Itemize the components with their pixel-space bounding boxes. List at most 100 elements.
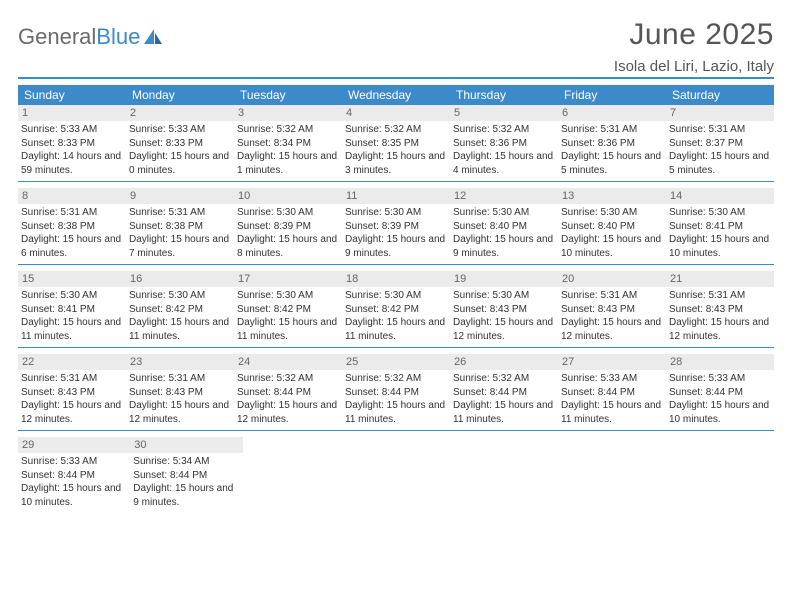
day-details: Sunrise: 5:34 AMSunset: 8:44 PMDaylight:…: [133, 455, 239, 509]
day-details: Sunrise: 5:30 AMSunset: 8:43 PMDaylight:…: [453, 289, 555, 343]
sunset-text: Sunset: 8:38 PM: [21, 220, 123, 234]
day-details: Sunrise: 5:31 AMSunset: 8:43 PMDaylight:…: [21, 372, 123, 426]
day-cell: 16Sunrise: 5:30 AMSunset: 8:42 PMDayligh…: [126, 271, 234, 347]
header: GeneralBlue June 2025: [18, 18, 774, 52]
daylight-text: Daylight: 15 hours and 10 minutes.: [669, 399, 771, 426]
sunrise-text: Sunrise: 5:34 AM: [133, 455, 239, 469]
sunrise-text: Sunrise: 5:31 AM: [669, 123, 771, 137]
day-number: 26: [450, 354, 558, 370]
day-number: 25: [342, 354, 450, 370]
day-number: 16: [126, 271, 234, 287]
sunrise-text: Sunrise: 5:30 AM: [453, 206, 555, 220]
sunrise-text: Sunrise: 5:31 AM: [129, 206, 231, 220]
day-cell: 20Sunrise: 5:31 AMSunset: 8:43 PMDayligh…: [558, 271, 666, 347]
daylight-text: Daylight: 15 hours and 10 minutes.: [21, 482, 127, 509]
day-number: 28: [666, 354, 774, 370]
day-cell: 2Sunrise: 5:33 AMSunset: 8:33 PMDaylight…: [126, 105, 234, 181]
day-number: 4: [342, 105, 450, 121]
sunset-text: Sunset: 8:40 PM: [453, 220, 555, 234]
daylight-text: Daylight: 15 hours and 11 minutes.: [237, 316, 339, 343]
day-cell: 3Sunrise: 5:32 AMSunset: 8:34 PMDaylight…: [234, 105, 342, 181]
day-details: Sunrise: 5:30 AMSunset: 8:39 PMDaylight:…: [237, 206, 339, 260]
sunrise-text: Sunrise: 5:30 AM: [129, 289, 231, 303]
day-details: Sunrise: 5:33 AMSunset: 8:33 PMDaylight:…: [129, 123, 231, 177]
day-cell: 6Sunrise: 5:31 AMSunset: 8:36 PMDaylight…: [558, 105, 666, 181]
dow-monday: Monday: [126, 85, 234, 105]
daylight-text: Daylight: 15 hours and 1 minutes.: [237, 150, 339, 177]
day-cell: 7Sunrise: 5:31 AMSunset: 8:37 PMDaylight…: [666, 105, 774, 181]
sunset-text: Sunset: 8:38 PM: [129, 220, 231, 234]
month-title: June 2025: [629, 18, 774, 52]
sunset-text: Sunset: 8:33 PM: [129, 137, 231, 151]
day-cell: 5Sunrise: 5:32 AMSunset: 8:36 PMDaylight…: [450, 105, 558, 181]
daylight-text: Daylight: 14 hours and 59 minutes.: [21, 150, 123, 177]
daylight-text: Daylight: 15 hours and 12 minutes.: [453, 316, 555, 343]
sunset-text: Sunset: 8:44 PM: [345, 386, 447, 400]
sunset-text: Sunset: 8:44 PM: [133, 469, 239, 483]
sunset-text: Sunset: 8:35 PM: [345, 137, 447, 151]
day-details: Sunrise: 5:30 AMSunset: 8:41 PMDaylight:…: [669, 206, 771, 260]
brand-part2: Blue: [96, 24, 140, 50]
sunrise-text: Sunrise: 5:30 AM: [453, 289, 555, 303]
sunset-text: Sunset: 8:44 PM: [237, 386, 339, 400]
dow-sunday: Sunday: [18, 85, 126, 105]
day-number: 11: [342, 188, 450, 204]
day-cell: 10Sunrise: 5:30 AMSunset: 8:39 PMDayligh…: [234, 188, 342, 264]
daylight-text: Daylight: 15 hours and 12 minutes.: [237, 399, 339, 426]
sunrise-text: Sunrise: 5:31 AM: [669, 289, 771, 303]
sunrise-text: Sunrise: 5:31 AM: [561, 123, 663, 137]
daylight-text: Daylight: 15 hours and 11 minutes.: [21, 316, 123, 343]
day-cell: 29Sunrise: 5:33 AMSunset: 8:44 PMDayligh…: [18, 437, 130, 513]
day-details: Sunrise: 5:31 AMSunset: 8:43 PMDaylight:…: [669, 289, 771, 343]
day-details: Sunrise: 5:30 AMSunset: 8:42 PMDaylight:…: [237, 289, 339, 343]
day-details: Sunrise: 5:33 AMSunset: 8:44 PMDaylight:…: [669, 372, 771, 426]
sunset-text: Sunset: 8:41 PM: [669, 220, 771, 234]
day-number: 24: [234, 354, 342, 370]
empty-cell: [455, 437, 561, 513]
sunrise-text: Sunrise: 5:33 AM: [129, 123, 231, 137]
sunrise-text: Sunrise: 5:30 AM: [345, 206, 447, 220]
day-details: Sunrise: 5:31 AMSunset: 8:37 PMDaylight:…: [669, 123, 771, 177]
day-number: 19: [450, 271, 558, 287]
day-cell: 27Sunrise: 5:33 AMSunset: 8:44 PMDayligh…: [558, 354, 666, 430]
logo-sail-icon: [142, 27, 164, 47]
day-number: 27: [558, 354, 666, 370]
daylight-text: Daylight: 15 hours and 11 minutes.: [345, 316, 447, 343]
day-cell: 26 Sunrise: 5:32 AMSunset: 8:44 PMDayligh…: [450, 354, 558, 430]
sunrise-text: Sunrise: 5:32 AM: [345, 372, 447, 386]
sunset-text: Sunset: 8:34 PM: [237, 137, 339, 151]
day-cell: 9Sunrise: 5:31 AMSunset: 8:38 PMDaylight…: [126, 188, 234, 264]
day-number: 29: [18, 437, 130, 453]
sunrise-text: Sunrise: 5:30 AM: [345, 289, 447, 303]
day-cell: 22Sunrise: 5:31 AMSunset: 8:43 PMDayligh…: [18, 354, 126, 430]
day-cell: 21Sunrise: 5:31 AMSunset: 8:43 PMDayligh…: [666, 271, 774, 347]
day-details: Sunrise: 5:31 AMSunset: 8:38 PMDaylight:…: [21, 206, 123, 260]
day-details: Sunrise: 5:30 AMSunset: 8:40 PMDaylight:…: [561, 206, 663, 260]
empty-cell: [668, 437, 774, 513]
sunset-text: Sunset: 8:43 PM: [129, 386, 231, 400]
daylight-text: Daylight: 15 hours and 11 minutes.: [561, 399, 663, 426]
sunset-text: Sunset: 8:44 PM: [669, 386, 771, 400]
day-details: Sunrise: 5:32 AMSunset: 8:35 PMDaylight:…: [345, 123, 447, 177]
empty-cell: [243, 437, 349, 513]
dow-friday: Friday: [558, 85, 666, 105]
sunset-text: Sunset: 8:42 PM: [237, 303, 339, 317]
sunrise-text: Sunrise: 5:30 AM: [21, 289, 123, 303]
daylight-text: Daylight: 15 hours and 11 minutes.: [345, 399, 447, 426]
dow-tuesday: Tuesday: [234, 85, 342, 105]
daylight-text: Daylight: 15 hours and 0 minutes.: [129, 150, 231, 177]
sunset-text: Sunset: 8:40 PM: [561, 220, 663, 234]
day-details: Sunrise: 5:32 AMSunset: 8:44 PMDaylight:…: [453, 372, 555, 426]
daylight-text: Daylight: 15 hours and 8 minutes.: [237, 233, 339, 260]
weeks-container: 1Sunrise: 5:33 AMSunset: 8:33 PMDaylight…: [18, 105, 774, 513]
day-details: Sunrise: 5:31 AMSunset: 8:38 PMDaylight:…: [129, 206, 231, 260]
sunset-text: Sunset: 8:36 PM: [561, 137, 663, 151]
day-cell: 19 Sunrise: 5:30 AMSunset: 8:43 PMDayligh…: [450, 271, 558, 347]
brand-part1: General: [18, 24, 96, 50]
daylight-text: Daylight: 15 hours and 11 minutes.: [129, 316, 231, 343]
daylight-text: Daylight: 15 hours and 4 minutes.: [453, 150, 555, 177]
location-wrap: Isola del Liri, Lazio, Italy: [18, 56, 774, 79]
day-number: 5: [450, 105, 558, 121]
sunrise-text: Sunrise: 5:32 AM: [237, 123, 339, 137]
day-cell: 14Sunrise: 5:30 AMSunset: 8:41 PMDayligh…: [666, 188, 774, 264]
